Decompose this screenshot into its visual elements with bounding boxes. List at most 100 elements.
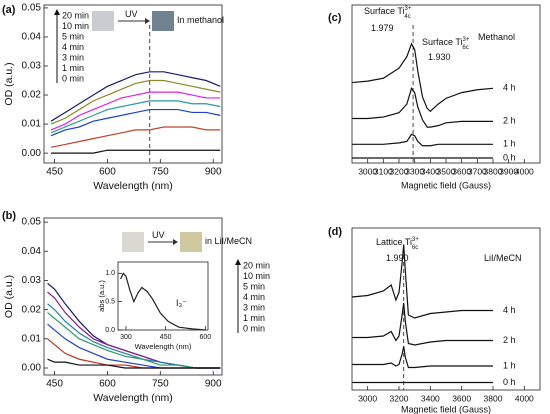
annotation: in LiI/MeCN: [205, 236, 252, 246]
x-tick-label: 600: [200, 334, 212, 341]
y-axis-label: abs (a.u.): [97, 280, 106, 312]
data-line: [352, 86, 493, 128]
legend-label: 0 min: [243, 323, 265, 333]
y-axis-label: OD (a.u.): [3, 62, 15, 105]
x-tick-label: 450: [46, 167, 63, 178]
annotation-text: 1.979: [371, 23, 394, 33]
annotation: LiI/MeCN: [484, 253, 522, 263]
y-tick-label: 0.02: [22, 304, 42, 315]
plot-frame: [43, 217, 223, 376]
y-tick-label: 0.00: [22, 363, 42, 374]
x-axis-label: Wavelength (nm): [135, 342, 192, 351]
y-tick-label: 0.01: [22, 333, 42, 344]
annotation: UV: [125, 9, 138, 19]
x-tick-label: 3200: [390, 393, 409, 403]
x-tick-label: 3600: [452, 166, 471, 176]
y-tick-label: 0.0: [105, 327, 115, 334]
x-tick-label: 3700: [468, 166, 487, 176]
data-line: [51, 149, 221, 154]
x-tick-label: 3300: [405, 166, 424, 176]
trace-label: 1 h: [503, 360, 516, 370]
legend-label: 4 min: [62, 42, 84, 52]
x-tick-label: 3500: [437, 166, 456, 176]
sample-after: [180, 232, 202, 252]
data-line: [352, 302, 493, 346]
annotation-text: 1.990: [386, 253, 409, 263]
uv-arrow-head: [173, 239, 178, 245]
x-tick-label: 900: [205, 379, 222, 390]
legend-label: 4 min: [243, 292, 265, 302]
plot-frame: [351, 227, 541, 391]
y-tick-label: 0.03: [22, 275, 42, 286]
annotation: 1.979: [371, 23, 394, 33]
x-tick-label: 3100: [374, 166, 393, 176]
x-tick-label: 450: [46, 379, 63, 390]
trace-label: 2 h: [503, 116, 516, 126]
x-tick-label: 900: [205, 167, 222, 178]
legend-arrow-head: [235, 259, 241, 265]
annotation: 1.930: [428, 52, 451, 62]
data-line: [50, 79, 221, 125]
annotation-text: Surface Ti: [422, 37, 463, 47]
legend-label: 5 min: [62, 31, 84, 41]
x-tick-label: 3600: [452, 393, 471, 403]
x-tick-label: 750: [152, 379, 169, 390]
legend-label: 20 min: [62, 10, 89, 20]
sample-before: [122, 232, 144, 252]
annotation-text: 1.930: [428, 52, 451, 62]
annotation: UV: [152, 230, 165, 240]
x-tick-label: 450: [160, 334, 172, 341]
plot-frame: [43, 4, 223, 164]
data-line: [352, 346, 493, 369]
legend-label: 1 min: [62, 63, 84, 73]
trace-label: 1 h: [503, 139, 516, 149]
panel-label: (c): [328, 12, 342, 24]
x-tick-label: 3800: [484, 166, 503, 176]
legend-label: 3 min: [243, 302, 265, 312]
annotation-sub: 6c: [462, 45, 468, 51]
inset-background: [118, 262, 208, 330]
data-line: [47, 312, 221, 369]
x-tick-label: 3800: [484, 393, 503, 403]
x-tick-label: 3200: [390, 166, 409, 176]
x-axis-label: Magnetic field (Gauss): [401, 180, 491, 190]
annotation-text: UV: [125, 9, 138, 19]
data-line: [50, 91, 221, 131]
annotation-sup: 3+: [412, 237, 419, 243]
x-axis-label: Wavelength (nm): [93, 392, 173, 404]
x-tick-label: 300: [120, 334, 132, 341]
y-tick-label: 0.05: [22, 3, 42, 14]
data-line: [351, 42, 494, 113]
y-tick-label: 0.02: [22, 90, 42, 101]
x-tick-label: 600: [99, 167, 116, 178]
x-tick-label: 4000: [515, 393, 534, 403]
annotation-text: UV: [152, 230, 165, 240]
legend-label: 10 min: [62, 21, 89, 31]
legend-label: 3 min: [62, 52, 84, 62]
data-line: [120, 272, 206, 331]
annotation: Methanol: [478, 32, 515, 42]
data-line: [50, 100, 221, 134]
data-line: [50, 71, 221, 122]
legend-label: 10 min: [243, 271, 270, 281]
panel-label: (a): [2, 4, 16, 16]
legend-label: 1 min: [243, 313, 265, 323]
y-tick-label: 0.5: [105, 299, 115, 306]
y-tick-label: 1.0: [105, 270, 115, 277]
annotation-text: Surface Ti: [364, 6, 405, 16]
x-tick-label: 750: [152, 167, 169, 178]
sample-after: [152, 11, 174, 31]
data-line: [351, 244, 493, 319]
y-tick-label: 0.03: [22, 61, 42, 72]
x-axis-label: Magnetic field (Gauss): [401, 404, 491, 414]
trace-label: 4 h: [503, 83, 516, 93]
y-tick-label: 0.05: [22, 217, 42, 228]
trace-label: 4 h: [503, 305, 516, 315]
sample-before: [92, 11, 114, 31]
x-tick-label: 4000: [515, 166, 534, 176]
trace-label: 2 h: [503, 335, 516, 345]
y-tick-label: 0.01: [22, 119, 42, 130]
annotation-text: LiI/MeCN: [484, 253, 522, 263]
annotation: In methanol: [177, 15, 224, 25]
